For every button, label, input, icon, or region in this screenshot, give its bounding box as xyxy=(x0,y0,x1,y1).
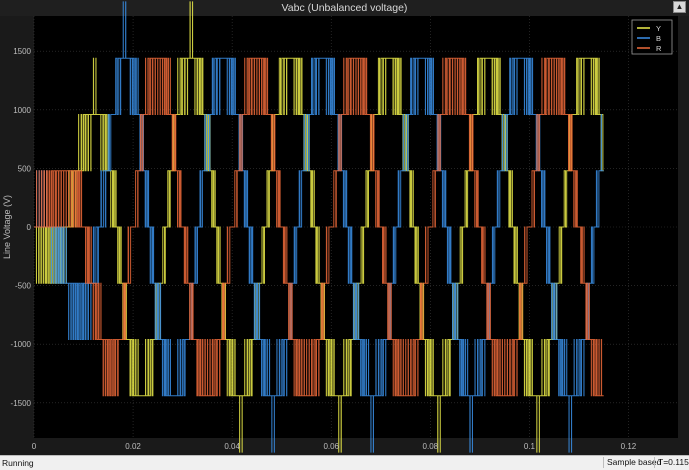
x-tick-label: 0.04 xyxy=(224,442,240,451)
x-tick-label: 0.12 xyxy=(621,442,637,451)
x-tick-labels: 0 0.02 0.04 0.06 0.08 0.1 0.12 xyxy=(32,442,637,451)
y-tick-label: 1000 xyxy=(13,106,31,115)
y-tick-label: 0 xyxy=(27,223,32,232)
y-tick-labels: -1500 -1000 -500 0 500 1000 1500 xyxy=(11,47,32,408)
scope-plot: 0 0.02 0.04 0.06 0.08 0.1 0.12 -1500 -1000 -500 0… xyxy=(2,1,678,453)
x-tick-label: 0.08 xyxy=(423,442,439,451)
trace-R xyxy=(34,57,604,397)
scope-title: Vabc (Unbalanced voltage) xyxy=(281,2,408,14)
y-tick-label: -1500 xyxy=(11,399,32,408)
legend[interactable]: YBR xyxy=(631,19,673,55)
trace-B xyxy=(34,1,604,453)
voltage-traces xyxy=(34,1,604,453)
trace-Y xyxy=(34,1,604,453)
x-tick-label: 0.06 xyxy=(323,442,339,451)
y-tick-label: 1500 xyxy=(13,47,31,56)
sample-mode: Sample based xyxy=(603,457,664,468)
x-tick-label: 0.02 xyxy=(125,442,141,451)
status-text: Running xyxy=(2,458,34,468)
dock-arrow-icon[interactable]: ▲ xyxy=(673,1,686,13)
x-tick-label: 0 xyxy=(32,442,37,451)
legend-label-R: R xyxy=(656,44,662,53)
x-tick-label: 0.1 xyxy=(524,442,536,451)
simulation-time: T=0.115 xyxy=(654,457,689,468)
y-axis-label: Line Voltage (V) xyxy=(2,195,12,259)
scope-titlebar: Vabc (Unbalanced voltage) ▲ xyxy=(0,0,689,16)
legend-label-B: B xyxy=(656,34,661,43)
y-tick-label: 500 xyxy=(18,164,32,173)
legend-box xyxy=(631,19,673,55)
legend-label-Y: Y xyxy=(656,24,661,33)
status-bar: Running Sample based T=0.115 xyxy=(0,455,689,470)
y-tick-label: -1000 xyxy=(11,340,32,349)
y-tick-label: -500 xyxy=(15,282,32,291)
